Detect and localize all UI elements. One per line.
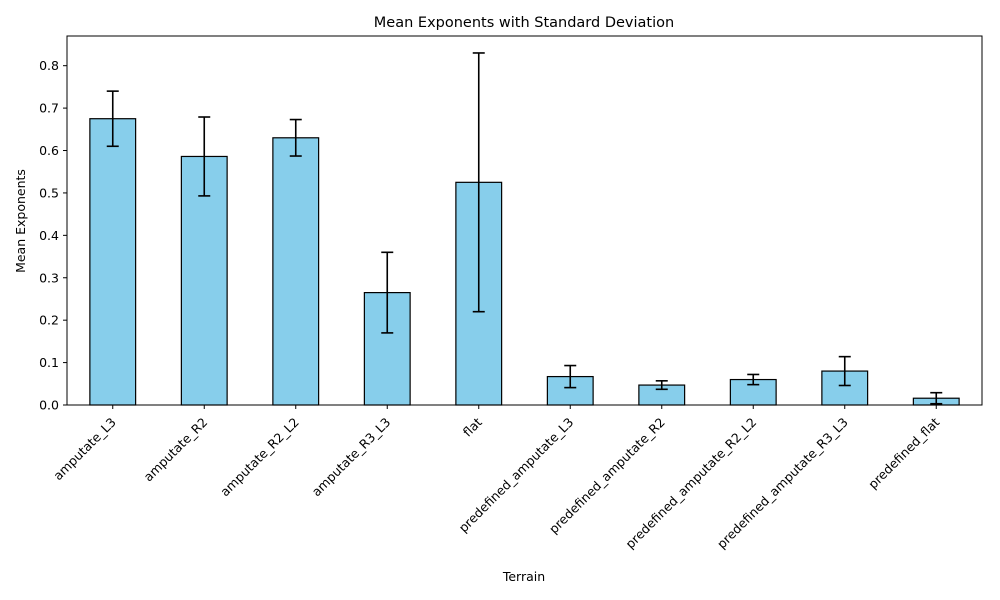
bar-amputate_R2 xyxy=(180,155,228,406)
error-bar-amputate_R2 xyxy=(198,116,211,197)
y-tick-label: 0.3 xyxy=(39,270,59,285)
x-tick-label: amputate_L3 xyxy=(50,415,119,484)
y-tick-label: 0.5 xyxy=(39,185,59,200)
y-tick-label: 0.4 xyxy=(39,228,59,243)
y-tick-label: 0.7 xyxy=(39,101,59,116)
error-bar-amputate_R2_L2 xyxy=(289,118,302,157)
x-axis-label: Terrain xyxy=(502,569,545,584)
x-tick-label: amputate_R2 xyxy=(141,415,211,485)
bar-amputate_L3 xyxy=(89,118,137,406)
bar-amputate_R2_L2 xyxy=(272,137,320,406)
error-bar-flat xyxy=(472,52,485,313)
error-bar-predefined_amputate_R2 xyxy=(655,380,668,391)
y-axis: 0.0 0.1 0.2 0.3 0.4 0.5 0.6 0.7 0.8 xyxy=(39,58,67,413)
error-bar-amputate_R3_L3 xyxy=(381,251,394,334)
y-axis-label: Mean Exponents xyxy=(13,169,28,273)
y-tick-label: 0.2 xyxy=(39,313,59,328)
x-tick-label: amputate_R3_L3 xyxy=(309,415,394,500)
plot-frame xyxy=(66,35,983,406)
x-tick-label: amputate_R2_L2 xyxy=(217,415,302,500)
y-tick-label: 0.6 xyxy=(39,143,59,158)
x-tick-label: flat xyxy=(460,414,485,439)
y-tick-label: 0.1 xyxy=(39,355,59,370)
x-axis: amputate_L3 amputate_R2 amputate_R2_L2 ampu… xyxy=(50,405,942,551)
error-bar-predefined_amputate_L3 xyxy=(564,364,577,389)
error-bar-amputate_L3 xyxy=(106,90,119,148)
error-bar-predefined_amputate_R2_L2 xyxy=(747,373,760,386)
chart-title: Mean Exponents with Standard Deviation xyxy=(374,15,674,31)
plot-area xyxy=(89,52,960,406)
x-tick-label: predefined_flat xyxy=(865,414,942,491)
error-bar-predefined_flat xyxy=(930,391,943,405)
error-bar-predefined_amputate_R3_L3 xyxy=(838,355,851,387)
y-tick-label: 0.8 xyxy=(39,58,59,73)
y-tick-label: 0.0 xyxy=(39,398,59,413)
